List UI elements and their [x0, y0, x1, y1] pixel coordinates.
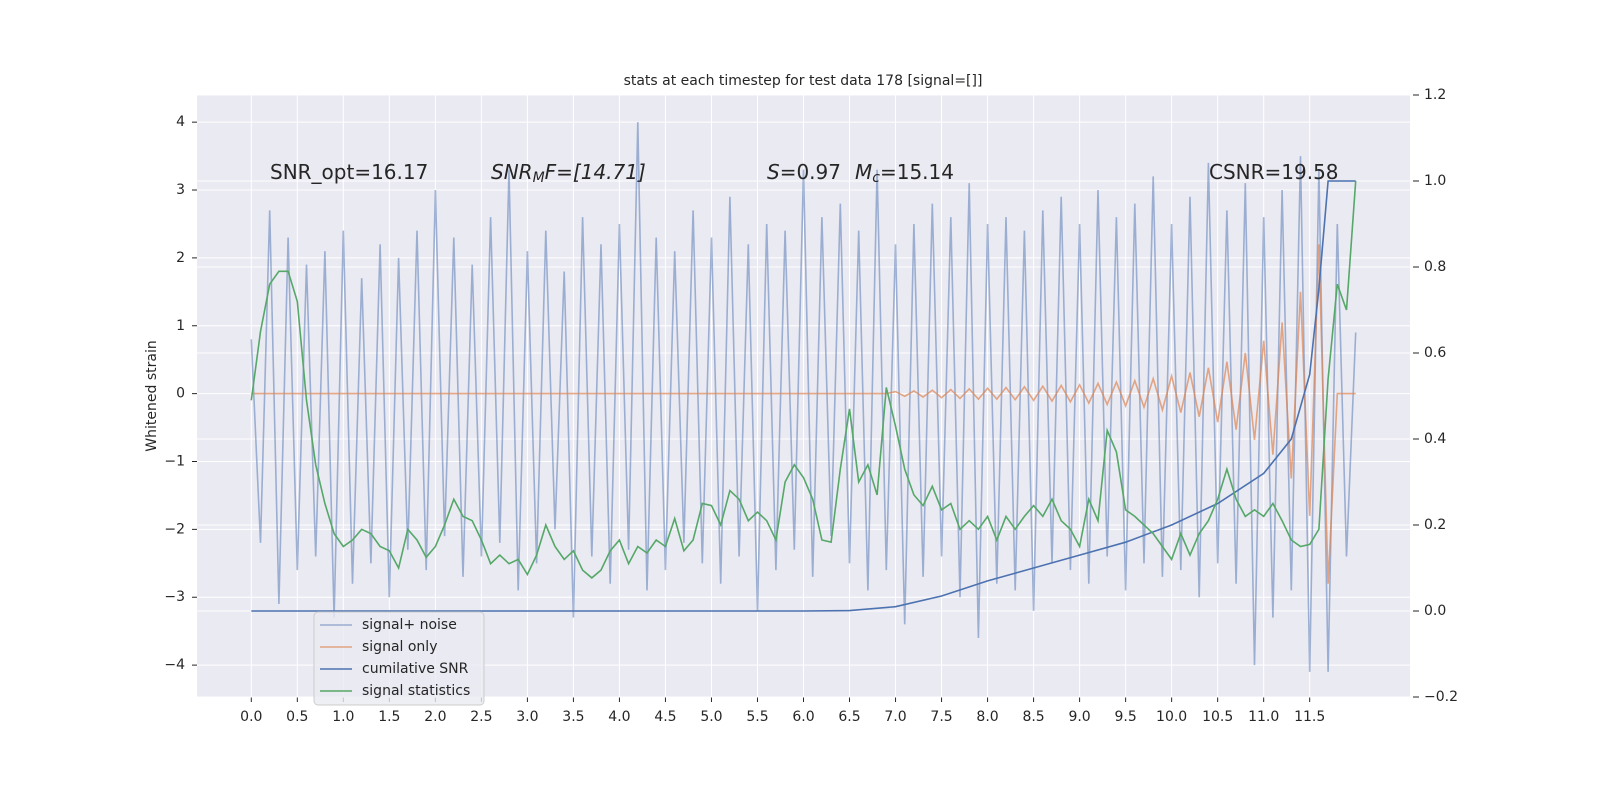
x-tick-label: 5.0 [700, 709, 722, 725]
y-tick-label: 4 [176, 114, 185, 130]
y-axis-label: Whitened strain [144, 340, 160, 451]
chart-title: stats at each timestep for test data 178… [624, 73, 983, 89]
x-tick-label: 11.0 [1248, 709, 1279, 725]
series-line [251, 180, 1356, 612]
annotation-part: M [533, 170, 545, 186]
x-tick-label: 1.0 [332, 709, 354, 725]
legend-label: signal statistics [362, 683, 470, 699]
y-tick-label: −1 [164, 453, 185, 469]
x-tick-label: 0.0 [240, 709, 262, 725]
x-tick-label: 8.0 [976, 709, 998, 725]
y-tick-label: −2 [164, 521, 185, 537]
y-tick-label: 3 [176, 182, 185, 198]
y2-tick-label: 0.2 [1424, 517, 1446, 533]
x-tick-label: 7.0 [884, 709, 906, 725]
x-tick-label: 2.5 [470, 709, 492, 725]
legend-box [313, 611, 485, 706]
series-line [250, 122, 1357, 672]
legend-label: cumilative SNR [362, 661, 469, 677]
x-tick-label: 5.5 [746, 709, 768, 725]
annotation-part: CSNR=19.58 [1209, 160, 1339, 184]
y2-tick-label: 0.6 [1424, 345, 1446, 361]
annotation-part: c [872, 170, 880, 186]
annotation-part: F=[14.71] [545, 160, 646, 184]
x-tick-label: 10.0 [1156, 709, 1187, 725]
x-tick-label: 9.0 [1068, 709, 1090, 725]
annotation: CSNR=19.58 [1209, 160, 1339, 184]
legend-label: signal+ noise [362, 617, 457, 633]
y-tick-label: 2 [176, 250, 185, 266]
annotation: SNRMF=[14.71] [491, 160, 646, 187]
y2-tick-label: 0.8 [1424, 259, 1446, 275]
x-tick-label: 8.5 [1022, 709, 1044, 725]
x-tick-label: 3.5 [562, 709, 584, 725]
x-tick-label: 11.5 [1294, 709, 1325, 725]
x-tick-label: 2.0 [424, 709, 446, 725]
y2-tick-label: 0.0 [1424, 603, 1446, 619]
x-tick-label: 10.5 [1202, 709, 1233, 725]
annotation-part: =0.97 [780, 160, 841, 184]
x-tick-label: 0.5 [286, 709, 308, 725]
series-line [251, 244, 1356, 584]
annotation-part: =15.14 [880, 160, 954, 184]
legend-label: signal only [362, 639, 437, 655]
x-tick-label: 4.5 [654, 709, 676, 725]
y2-tick-label: −0.2 [1424, 689, 1458, 705]
y2-tick-label: 0.4 [1424, 431, 1446, 447]
annotation-part: M [855, 160, 872, 184]
x-tick-label: 3.0 [516, 709, 538, 725]
x-tick-label: 6.0 [792, 709, 814, 725]
y-tick-label: −4 [164, 657, 185, 673]
x-tick-label: 1.5 [378, 709, 400, 725]
annotation-part: S [767, 160, 780, 184]
y-tick-label: 0 [176, 386, 185, 402]
y-tick-label: 1 [176, 318, 185, 334]
annotation: S=0.97 Mc=15.14 [767, 160, 954, 187]
y2-tick-label: 1.0 [1424, 173, 1446, 189]
y-tick-label: −3 [164, 589, 185, 605]
x-tick-label: 4.0 [608, 709, 630, 725]
y2-tick-label: 1.2 [1424, 87, 1446, 103]
x-tick-label: 7.5 [930, 709, 952, 725]
x-tick-label: 6.5 [838, 709, 860, 725]
annotation: SNR_opt=16.17 [270, 160, 428, 184]
series-line [250, 180, 1357, 579]
annotation-part: SNR [491, 160, 533, 184]
x-tick-label: 9.5 [1114, 709, 1136, 725]
annotation-part: SNR_opt=16.17 [270, 160, 428, 184]
